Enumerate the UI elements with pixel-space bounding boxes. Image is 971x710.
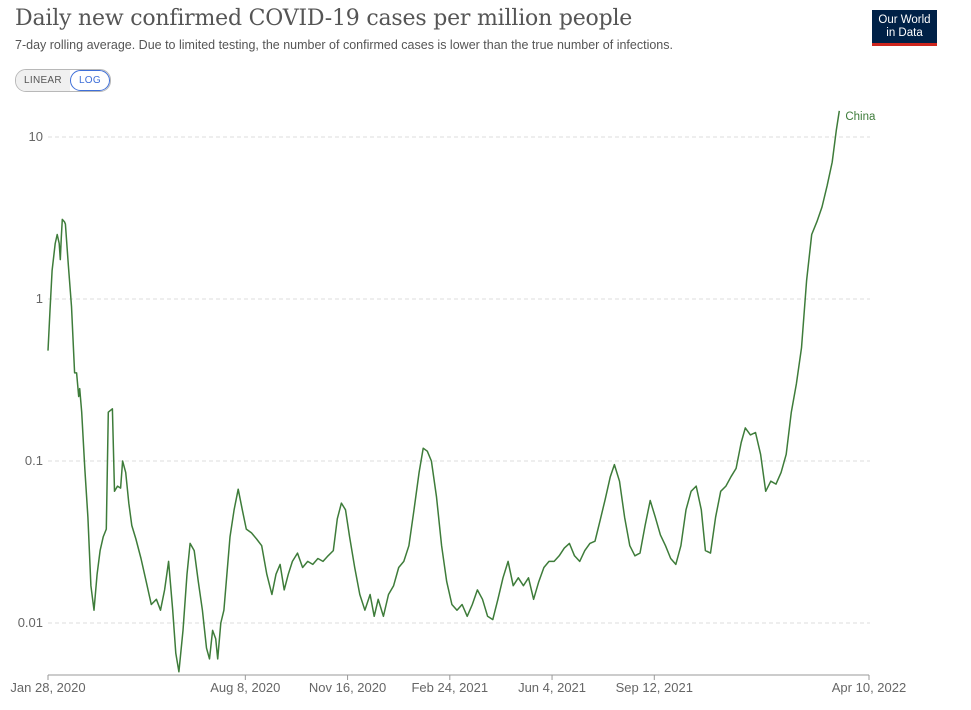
x-tick-label: Jun 4, 2021 [518,680,586,695]
series-layer: China [47,110,876,673]
x-tick-label: Aug 8, 2020 [210,680,280,695]
chart-title: Daily new confirmed COVID-19 cases per m… [15,6,633,31]
series-line-china [47,110,841,673]
y-tick-label: 1 [36,291,43,306]
x-tick-label: Jan 28, 2020 [10,680,85,695]
x-tick-label: Nov 16, 2020 [309,680,386,695]
x-tick-label: Sep 12, 2021 [616,680,693,695]
x-tick-label: Feb 24, 2021 [411,680,488,695]
logo-line-1: Our World [878,14,931,26]
y-tick-label: 0.1 [25,453,43,468]
linear-scale-button[interactable]: LINEAR [16,70,70,91]
y-tick-label: 10 [29,129,43,144]
grid-lines [48,136,870,624]
x-tick-label: Apr 10, 2022 [832,680,906,695]
series-label-china: China [845,111,876,123]
scale-toggle: LINEAR LOG [15,69,111,92]
log-scale-button[interactable]: LOG [69,70,110,91]
logo-line-2: in Data [886,27,923,39]
y-axis: 0.01 0.1 1 10 [18,129,43,630]
x-axis: Jan 28, 2020 Aug 8, 2020 Nov 16, 2020 Feb 2… [10,674,906,695]
y-tick-label: 0.01 [18,615,43,630]
chart-subtitle: 7-day rolling average. Due to limited te… [15,38,673,52]
owid-logo[interactable]: Our World in Data [872,10,937,46]
